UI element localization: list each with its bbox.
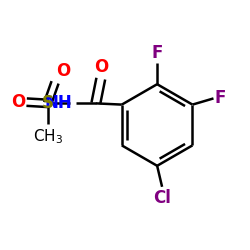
Text: F: F bbox=[215, 90, 226, 108]
Text: F: F bbox=[152, 44, 163, 62]
Text: O: O bbox=[11, 93, 26, 111]
Text: CH$_3$: CH$_3$ bbox=[32, 127, 63, 146]
Text: S: S bbox=[42, 94, 54, 112]
Text: O: O bbox=[56, 62, 70, 80]
Text: Cl: Cl bbox=[153, 189, 171, 207]
Text: NH: NH bbox=[44, 94, 72, 112]
Text: O: O bbox=[94, 58, 108, 76]
